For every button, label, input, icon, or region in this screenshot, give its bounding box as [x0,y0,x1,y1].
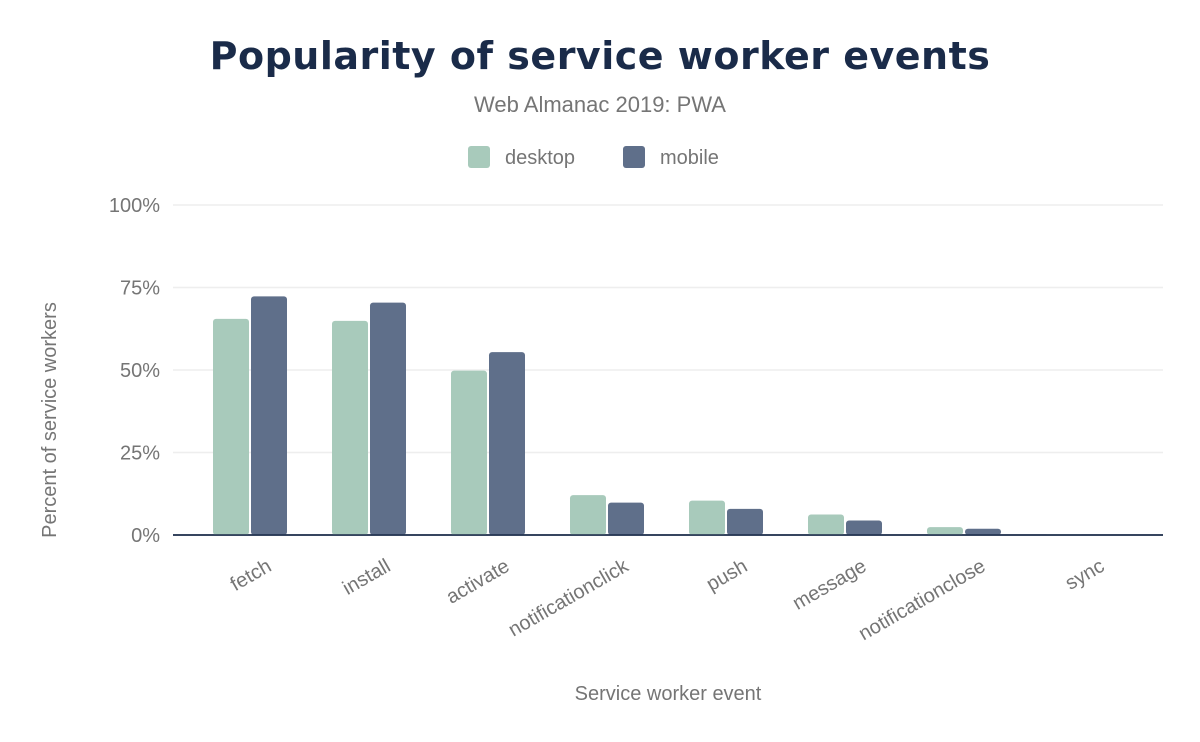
bar-desktop-activate [451,370,487,535]
bar-mobile-notificationclick [608,502,644,535]
x-tick-label: sync [1062,555,1109,595]
x-tick-label: notificationclick [505,555,633,642]
bar-desktop-notificationclick [570,495,606,535]
x-tick-label: fetch [227,555,276,596]
x-tick-label: install [339,555,394,600]
bar-mobile-fetch [251,296,287,535]
bar-mobile-activate [489,352,525,535]
y-axis-label: Percent of service workers [39,302,61,538]
y-tick-label: 100% [109,195,160,217]
bar-mobile-message [846,520,882,535]
bar-desktop-notificationclose [927,527,963,535]
legend: desktop mobile [468,146,719,169]
y-tick-label: 75% [120,278,160,300]
chart-title: Popularity of service worker events [209,34,991,78]
bar-mobile-notificationclose [965,528,1001,535]
bar-desktop-message [808,514,844,535]
bar-desktop-install [332,320,368,535]
legend-swatch-desktop [468,146,490,168]
bar-desktop-fetch [213,318,249,535]
y-tick-label: 0% [131,525,160,547]
legend-swatch-mobile [623,146,645,168]
x-tick-label: push [703,555,752,596]
legend-label-desktop: desktop [505,147,575,169]
x-axis-label: Service worker event [575,683,762,705]
x-tick-label: activate [443,555,514,609]
bar-desktop-push [689,500,725,535]
x-tick-label: message [789,555,870,615]
chart-subtitle: Web Almanac 2019: PWA [474,92,726,117]
y-tick-label: 25% [120,443,160,465]
y-tick-label: 50% [120,360,160,382]
legend-label-mobile: mobile [660,147,719,169]
bar-mobile-install [370,302,406,535]
x-tick-label: notificationclose [855,555,989,645]
bar-mobile-push [727,508,763,535]
